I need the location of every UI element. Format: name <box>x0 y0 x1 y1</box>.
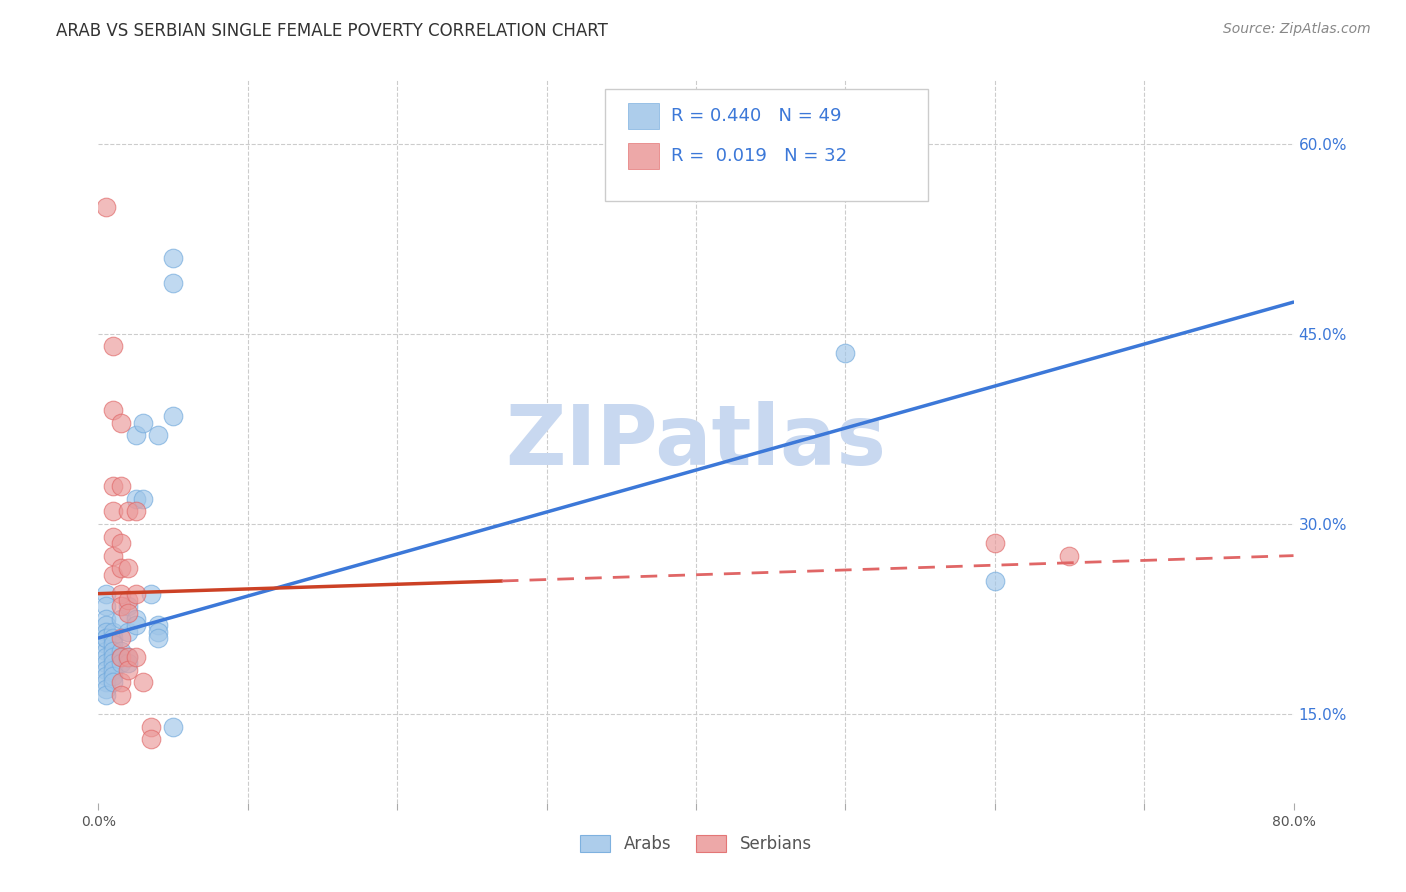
Point <box>110 479 132 493</box>
Point <box>117 657 139 671</box>
Point <box>139 587 162 601</box>
Point <box>984 574 1007 588</box>
Text: ZIPatlas: ZIPatlas <box>506 401 886 482</box>
Point <box>117 599 139 614</box>
Point <box>103 479 125 493</box>
Legend: Arabs, Serbians: Arabs, Serbians <box>574 828 818 860</box>
Point <box>132 416 155 430</box>
Text: R =  0.019   N = 32: R = 0.019 N = 32 <box>671 147 846 165</box>
Point <box>110 416 132 430</box>
Point <box>125 650 148 665</box>
Point <box>117 650 139 665</box>
Text: R = 0.440   N = 49: R = 0.440 N = 49 <box>671 107 841 125</box>
Point <box>94 657 117 671</box>
Point <box>103 643 125 657</box>
Point <box>94 612 117 626</box>
Point <box>103 624 125 639</box>
Point <box>94 650 117 665</box>
Point <box>94 631 117 645</box>
Point <box>110 650 132 665</box>
Point <box>1059 549 1081 563</box>
Point <box>125 428 148 442</box>
Point <box>110 650 132 665</box>
Point <box>125 618 148 632</box>
Point <box>103 339 125 353</box>
Point <box>110 587 132 601</box>
Point <box>148 428 170 442</box>
Point <box>132 491 155 506</box>
Point <box>110 643 132 657</box>
Point <box>125 612 148 626</box>
Point <box>117 606 139 620</box>
Point <box>94 669 117 683</box>
Point <box>94 675 117 690</box>
Point <box>94 618 117 632</box>
Point <box>94 599 117 614</box>
Point <box>148 631 170 645</box>
Point <box>162 720 184 734</box>
Point <box>103 402 125 417</box>
Point <box>984 536 1007 550</box>
Point <box>103 657 125 671</box>
Point <box>94 681 117 696</box>
Point <box>94 643 117 657</box>
Point <box>103 675 125 690</box>
Point <box>117 593 139 607</box>
Point <box>103 631 125 645</box>
Point <box>110 599 132 614</box>
Point <box>110 657 132 671</box>
Text: Source: ZipAtlas.com: Source: ZipAtlas.com <box>1223 22 1371 37</box>
Point <box>139 732 162 747</box>
Point <box>103 663 125 677</box>
Text: ARAB VS SERBIAN SINGLE FEMALE POVERTY CORRELATION CHART: ARAB VS SERBIAN SINGLE FEMALE POVERTY CO… <box>56 22 609 40</box>
Point <box>103 669 125 683</box>
Point <box>110 675 132 690</box>
Point <box>110 536 132 550</box>
Point <box>94 637 117 651</box>
Point <box>162 251 184 265</box>
Point <box>94 624 117 639</box>
Point <box>117 504 139 518</box>
Point <box>110 612 132 626</box>
Point <box>139 720 162 734</box>
Point <box>125 587 148 601</box>
Point <box>117 663 139 677</box>
Point <box>162 409 184 424</box>
Point <box>834 346 856 360</box>
Point <box>148 618 170 632</box>
Point <box>94 587 117 601</box>
Point <box>110 631 132 645</box>
Point <box>132 675 155 690</box>
Point <box>110 688 132 702</box>
Point <box>125 491 148 506</box>
Point <box>103 567 125 582</box>
Point <box>148 624 170 639</box>
Point <box>125 504 148 518</box>
Point <box>117 624 139 639</box>
Point <box>94 688 117 702</box>
Point <box>110 561 132 575</box>
Point <box>94 631 117 645</box>
Point <box>103 504 125 518</box>
Point <box>103 650 125 665</box>
Point <box>117 561 139 575</box>
Point <box>103 637 125 651</box>
Point <box>94 663 117 677</box>
Point <box>117 650 139 665</box>
Point <box>94 200 117 214</box>
Point <box>103 549 125 563</box>
Point <box>103 530 125 544</box>
Point <box>162 276 184 290</box>
